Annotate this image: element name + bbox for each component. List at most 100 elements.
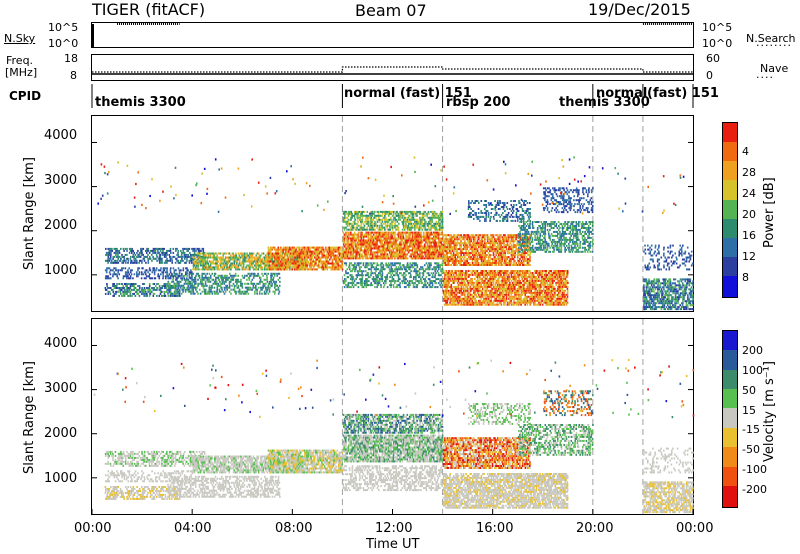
data-cell [397, 231, 400, 234]
data-cell [430, 257, 433, 260]
data-cell [346, 245, 348, 248]
data-cell [338, 266, 341, 269]
data-cell [353, 235, 356, 238]
data-cell [127, 275, 129, 278]
data-cell [270, 278, 272, 281]
data-cell [422, 218, 425, 221]
data-cell [366, 231, 368, 234]
data-cell [380, 249, 382, 252]
data-cell [428, 264, 431, 267]
data-cell [274, 292, 276, 295]
data-cell [166, 253, 168, 256]
data-cell [434, 228, 436, 231]
data-cell [142, 253, 144, 256]
data-cell [178, 288, 181, 291]
data-cell [412, 255, 415, 258]
data-cell [361, 231, 363, 234]
data-cell [370, 262, 372, 265]
data-cell [257, 258, 260, 261]
data-cell [415, 226, 417, 229]
data-cell [393, 282, 396, 285]
data-cell [384, 251, 386, 254]
data-cell [369, 231, 371, 234]
data-cell [282, 258, 284, 261]
data-cell [386, 264, 388, 267]
data-cell [416, 210, 418, 213]
data-cell [105, 271, 108, 274]
data-cell [310, 268, 312, 271]
data-cell [394, 253, 396, 256]
data-cell [357, 253, 360, 256]
data-cell [148, 294, 151, 297]
data-cell [467, 262, 470, 264]
power-cb-seg [723, 276, 737, 297]
data-cell [198, 282, 201, 285]
data-cell [244, 260, 246, 263]
data-cell [399, 282, 401, 285]
data-cell [414, 282, 416, 285]
data-cell [310, 258, 312, 261]
data-cell [218, 278, 221, 281]
data-cell [274, 286, 276, 289]
data-cell [368, 280, 370, 283]
data-cell [182, 275, 184, 278]
data-cell [253, 286, 256, 289]
data-cell [146, 269, 148, 272]
data-cell [269, 258, 271, 261]
data-cell [120, 247, 122, 250]
data-cell [392, 249, 395, 252]
data-cell [169, 271, 172, 274]
data-cell [192, 280, 194, 283]
data-cell [325, 254, 327, 257]
data-cell [294, 260, 297, 263]
data-cell [218, 268, 221, 271]
data-cell [190, 290, 192, 293]
data-cell [357, 272, 360, 275]
data-cell [302, 246, 305, 249]
data-cell [211, 286, 213, 289]
data-cell [114, 251, 117, 254]
data-cell [263, 292, 266, 295]
data-cell [361, 210, 363, 213]
data-cell [153, 277, 156, 280]
data-cell [435, 214, 437, 217]
data-cell [452, 240, 455, 243]
data-cell [405, 278, 407, 281]
data-cell [416, 255, 419, 258]
data-cell [392, 214, 395, 217]
data-cell [443, 240, 445, 243]
data-cell [278, 258, 281, 261]
data-cell [346, 268, 349, 271]
data-cell [309, 254, 312, 257]
data-cell [379, 224, 381, 227]
data-cell [220, 262, 222, 265]
data-cell [143, 283, 146, 285]
data-cell [461, 250, 464, 253]
data-cell [277, 252, 280, 255]
data-cell [361, 249, 364, 252]
data-cell [214, 280, 217, 283]
data-cell [252, 286, 254, 289]
data-cell [364, 220, 366, 223]
data-cell [402, 278, 405, 281]
data-cell [351, 214, 353, 217]
data-cell [383, 247, 386, 250]
data-cell [437, 237, 440, 240]
data-cell [402, 210, 405, 213]
data-cell [389, 247, 391, 250]
data-cell [182, 284, 185, 287]
data-cell [346, 257, 348, 260]
data-cell [223, 274, 226, 277]
data-cell [320, 248, 322, 251]
data-cell [425, 241, 427, 244]
data-cell [437, 224, 440, 227]
data-cell [215, 252, 217, 255]
data-cell [408, 268, 411, 271]
data-cell [403, 218, 405, 221]
data-cell [241, 268, 244, 271]
data-cell [169, 255, 172, 258]
data-cell [382, 231, 385, 234]
data-cell [211, 260, 214, 263]
data-cell [207, 254, 210, 257]
data-cell [466, 262, 468, 264]
